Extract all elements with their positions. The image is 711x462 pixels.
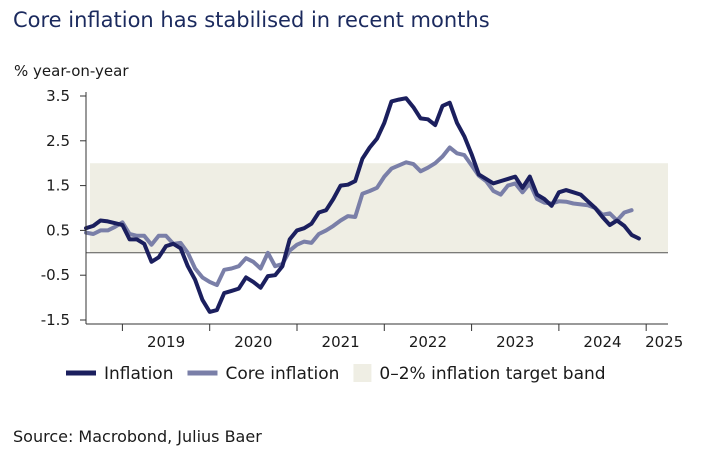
legend: Inflation Core inflation 0–2% inflation ta… (66, 364, 606, 384)
y-tick-label: 1.5 (46, 177, 70, 195)
x-tick-label: 2019 (147, 333, 185, 351)
y-tick-label: -0.5 (41, 266, 70, 284)
legend-target-band-swatch (353, 364, 372, 382)
x-tick-label: 2023 (496, 333, 534, 351)
chart-title: Core inflation has stabilised in recent … (13, 8, 490, 32)
y-tick-label: -1.5 (41, 311, 70, 329)
x-tick-label: 2021 (322, 333, 360, 351)
y-axis-label: % year-on-year (14, 62, 129, 80)
legend-inflation-label: Inflation (104, 364, 173, 384)
target-band (90, 163, 668, 253)
x-tick-label: 2024 (583, 333, 621, 351)
legend-target-band-label: 0–2% inflation target band (379, 364, 605, 384)
legend-core-inflation-label: Core inflation (225, 364, 339, 384)
y-tick-label: 2.5 (46, 132, 70, 150)
x-tick-label: 2025 (645, 333, 683, 351)
core-inflation-line (84, 145, 634, 288)
y-tick-label: 3.5 (46, 87, 70, 105)
inflation-line (84, 96, 641, 314)
x-tick-label: 2022 (409, 333, 447, 351)
y-tick-label: 0.5 (46, 221, 70, 239)
source-note: Source: Macrobond, Julius Baer (13, 427, 262, 446)
x-tick-label: 2020 (234, 333, 272, 351)
